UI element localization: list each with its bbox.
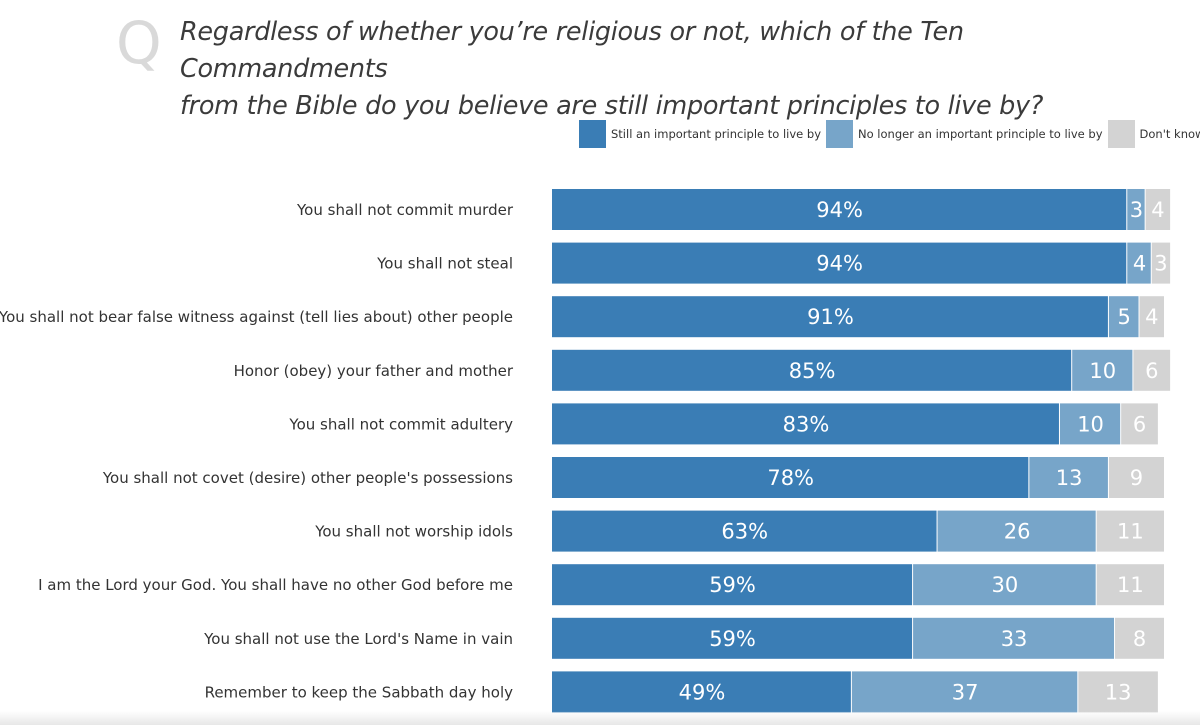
bar-segment-still	[552, 457, 1029, 498]
bar-segment-no-longer	[1072, 349, 1133, 391]
category-label: You shall not covet (desire) other peopl…	[102, 469, 513, 487]
data-label-still: 85%	[789, 359, 836, 383]
legend-label-still: Still an important principle to live by	[611, 127, 821, 141]
bar-segment-still	[552, 510, 937, 552]
bar-segment-no-longer	[1059, 403, 1121, 445]
bar-segment-dont-know	[1108, 457, 1164, 498]
data-label-still: 91%	[807, 305, 854, 329]
bar-segment-no-longer	[1108, 296, 1139, 338]
legend-swatch-still	[579, 120, 606, 148]
legend-swatch-no-longer	[826, 120, 853, 148]
category-label: You shall not steal	[376, 255, 513, 273]
data-label-dont-know: 4	[1145, 305, 1158, 329]
data-label-still: 94%	[816, 252, 863, 276]
data-label-dont-know: 11	[1117, 520, 1144, 544]
bar-segment-dont-know	[1115, 617, 1164, 659]
legend-item-still: Still an important principle to live by	[579, 120, 826, 148]
data-label-still: 59%	[709, 573, 756, 597]
bar-segment-still	[552, 564, 913, 606]
bar-segment-dont-know	[1133, 349, 1171, 391]
legend-label-dont-know: Don't know	[1139, 127, 1200, 141]
legend-swatch-dont-know	[1107, 120, 1135, 148]
data-label-still: 63%	[721, 520, 768, 544]
bar-segment-dont-know	[1096, 510, 1164, 552]
bar-segment-no-longer	[1029, 457, 1108, 498]
bar-segment-dont-know	[1139, 296, 1164, 338]
category-label: You shall not bear false witness against…	[0, 308, 513, 326]
category-label: Honor (obey) your father and mother	[234, 362, 514, 380]
question-text: Regardless of whether you’re religious o…	[180, 14, 1140, 125]
bar-segment-dont-know	[1078, 671, 1158, 713]
bar-segment-no-longer	[851, 671, 1078, 713]
category-label: You shall not commit adultery	[288, 415, 513, 433]
bar-segment-no-longer	[1127, 242, 1151, 284]
data-label-no-longer: 3	[1130, 198, 1143, 222]
bar-segment-still	[552, 671, 851, 713]
data-label-still: 78%	[767, 466, 814, 490]
bar-segment-dont-know	[1145, 189, 1171, 230]
category-label: You shall not use the Lord's Name in vai…	[203, 630, 513, 648]
chart-legend: Still an important principle to live by …	[579, 120, 1200, 148]
data-label-no-longer: 10	[1089, 359, 1116, 383]
data-label-dont-know: 13	[1105, 680, 1132, 704]
bar-segment-still	[552, 296, 1108, 338]
bar-segment-still	[552, 349, 1072, 391]
data-label-dont-know: 3	[1154, 252, 1167, 276]
data-label-no-longer: 5	[1118, 305, 1131, 329]
bar-segment-dont-know	[1151, 242, 1171, 284]
data-label-no-longer: 4	[1133, 252, 1146, 276]
legend-item-no-longer: No longer an important principle to live…	[826, 120, 1108, 148]
category-label: You shall not worship idols	[314, 523, 513, 541]
bar-segment-no-longer	[913, 564, 1096, 606]
bar-segment-still	[552, 403, 1059, 445]
question-line-2: from the Bible do you believe are still …	[180, 91, 1044, 121]
bar-segment-no-longer	[1127, 189, 1145, 230]
bar-segment-still	[552, 189, 1127, 230]
data-label-still: 83%	[783, 412, 830, 436]
legend-item-dont-know: Don't know	[1107, 120, 1200, 148]
data-label-dont-know: 6	[1145, 359, 1158, 383]
data-label-no-longer: 33	[1001, 627, 1028, 651]
data-label-no-longer: 26	[1004, 520, 1031, 544]
bar-segment-dont-know	[1096, 564, 1164, 606]
data-label-still: 94%	[816, 198, 863, 222]
data-label-no-longer: 13	[1056, 466, 1083, 490]
data-label-dont-know: 11	[1117, 573, 1144, 597]
data-label-dont-know: 9	[1130, 466, 1143, 490]
data-label-no-longer: 10	[1077, 412, 1104, 436]
question-mark-icon: Q	[116, 9, 162, 77]
data-label-dont-know: 8	[1133, 627, 1146, 651]
data-label-no-longer: 30	[992, 573, 1019, 597]
bar-segment-still	[552, 617, 913, 659]
data-label-dont-know: 4	[1151, 198, 1164, 222]
question-line-1: Regardless of whether you’re religious o…	[180, 17, 964, 84]
category-label: Remember to keep the Sabbath day holy	[205, 683, 514, 701]
bar-segment-no-longer	[937, 510, 1096, 552]
data-label-still: 59%	[709, 627, 756, 651]
data-label-still: 49%	[679, 680, 726, 704]
bar-segment-no-longer	[913, 617, 1115, 659]
data-label-dont-know: 6	[1133, 412, 1146, 436]
bottom-shadow	[0, 711, 1200, 725]
data-label-no-longer: 37	[952, 680, 979, 704]
bar-segment-still	[552, 242, 1127, 284]
legend-label-no-longer: No longer an important principle to live…	[858, 127, 1103, 141]
category-label: I am the Lord your God. You shall have n…	[38, 576, 513, 594]
category-label: You shall not commit murder	[296, 201, 514, 219]
bar-segment-dont-know	[1121, 403, 1158, 445]
